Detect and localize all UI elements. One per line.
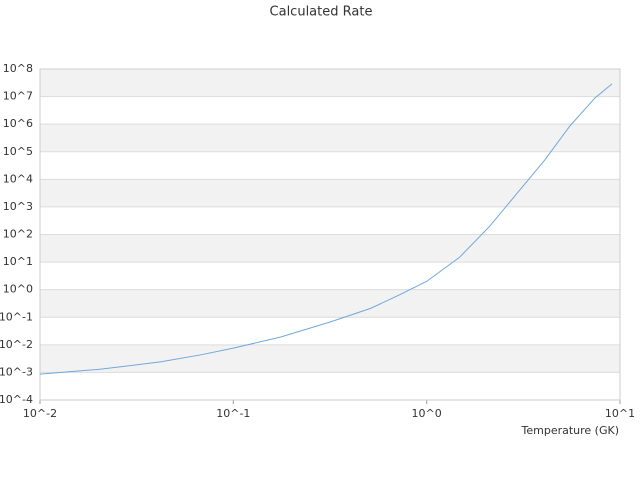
x-tick-label: 10^1 [605, 407, 635, 420]
y-tick-label: 10^3 [3, 200, 33, 213]
y-tick-label: 10^1 [3, 255, 33, 268]
grid-band [40, 344, 620, 373]
x-tick-label: 10^-1 [216, 407, 250, 420]
grid-band [40, 96, 620, 125]
y-tick-label: 10^-2 [0, 338, 33, 351]
grid-band [40, 262, 620, 290]
grid-band [40, 234, 620, 263]
y-tick-label: 10^6 [3, 117, 33, 130]
plot-border [39, 68, 621, 401]
grid-band [40, 206, 620, 235]
y-tick-label: 10^5 [3, 145, 33, 158]
grid-band [40, 151, 620, 180]
grid-band [40, 289, 620, 318]
y-tick-label: 10^-1 [0, 310, 33, 323]
grid-band [40, 372, 620, 400]
y-tick-label: 10^2 [3, 228, 33, 241]
y-tick-label: 10^7 [3, 90, 33, 103]
chart-title: Calculated Rate [270, 5, 373, 20]
x-tick-label: 10^-2 [23, 407, 57, 420]
grid-band [40, 317, 620, 345]
y-tick-label: 10^-3 [0, 365, 33, 378]
x-tick-label: 10^0 [412, 407, 442, 420]
grid-band [40, 69, 620, 97]
x-axis-label: Temperature (GK) [521, 424, 620, 437]
grid-band [40, 179, 620, 207]
data-line [39, 83, 613, 375]
y-tick-label: 10^8 [3, 62, 33, 75]
y-tick-label: 10^0 [3, 283, 33, 296]
y-tick-label: 10^4 [3, 172, 33, 185]
y-tick-label: 10^-4 [0, 393, 33, 406]
grid-band [40, 124, 620, 152]
